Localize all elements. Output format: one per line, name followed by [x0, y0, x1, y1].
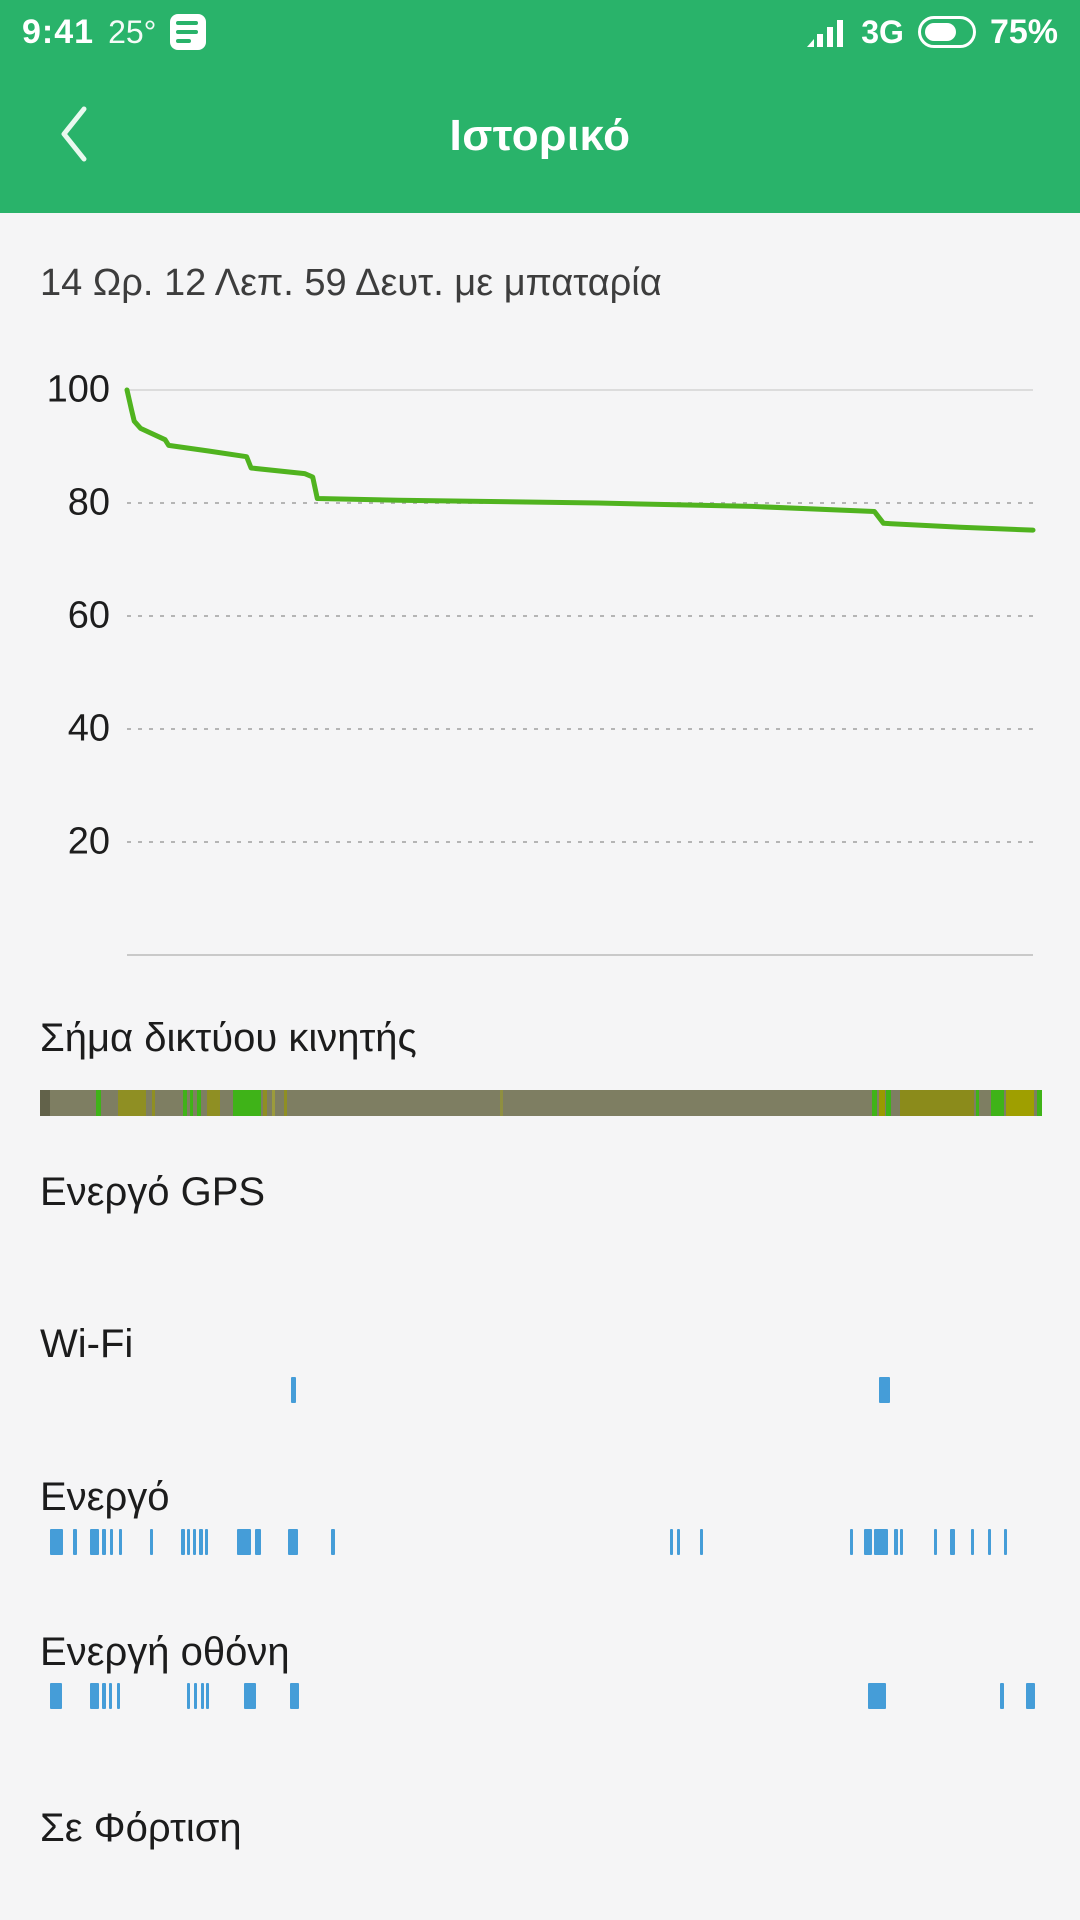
signal-quality-segment: [284, 1090, 287, 1116]
app-header: Ιστορικό: [0, 58, 1080, 213]
signal-quality-segment: [40, 1090, 50, 1116]
status-time: 9:41: [22, 12, 95, 51]
timeline-mark: [1026, 1683, 1035, 1709]
signal-quality-segment: [197, 1090, 201, 1116]
signal-quality-segment: [233, 1090, 261, 1116]
timeline-mark: [677, 1529, 680, 1555]
timeline-mark: [331, 1529, 335, 1555]
timeline-mark: [237, 1529, 251, 1555]
back-button[interactable]: [52, 104, 96, 168]
signal-quality-segment: [152, 1090, 155, 1116]
timeline-mark: [199, 1529, 203, 1555]
timeline-mark: [950, 1529, 955, 1555]
timeline-mark: [102, 1683, 106, 1709]
signal-quality-segment: [886, 1090, 891, 1116]
timeline-mark: [988, 1529, 991, 1555]
timeline-mark: [291, 1377, 296, 1403]
active-timeline: [0, 1529, 1080, 1555]
mobile-signal-timeline: [40, 1090, 1042, 1116]
y-tick-label: 80: [67, 481, 110, 524]
timeline-mark: [255, 1529, 261, 1555]
screen-on-timeline: [0, 1683, 1080, 1709]
signal-quality-segment: [96, 1090, 101, 1116]
timeline-mark: [50, 1683, 62, 1709]
timeline-mark: [206, 1683, 209, 1709]
status-bar: 9:41 25° 3G 75%: [0, 0, 1080, 58]
timeline-mark: [670, 1529, 673, 1555]
gps-timeline: [0, 1226, 1080, 1252]
timeline-mark: [193, 1529, 196, 1555]
timeline-mark: [73, 1529, 77, 1555]
charging-timeline: [0, 1860, 1080, 1886]
timeline-mark: [874, 1529, 888, 1555]
y-tick-label: 60: [67, 594, 110, 637]
timeline-mark: [90, 1529, 99, 1555]
timeline-mark: [194, 1683, 197, 1709]
y-tick-label: 20: [67, 820, 110, 863]
timeline-mark: [50, 1529, 63, 1555]
timeline-mark: [150, 1529, 153, 1555]
signal-quality-segment: [872, 1090, 877, 1116]
section-title-charging: Σε Φόρτιση: [40, 1806, 242, 1850]
signal-quality-segment: [1006, 1090, 1034, 1116]
timeline-mark: [109, 1683, 112, 1709]
signal-quality-segment: [190, 1090, 193, 1116]
y-tick-label: 100: [46, 368, 110, 411]
signal-quality-segment: [991, 1090, 1004, 1116]
timeline-mark: [205, 1529, 208, 1555]
timeline-mark: [868, 1683, 886, 1709]
y-tick-label: 40: [67, 707, 110, 750]
timeline-mark: [187, 1529, 190, 1555]
timeline-mark: [700, 1529, 703, 1555]
signal-quality-segment: [879, 1090, 885, 1116]
timeline-mark: [934, 1529, 937, 1555]
section-title-gps: Ενεργό GPS: [40, 1170, 266, 1214]
timeline-mark: [119, 1529, 122, 1555]
battery-percent-label: 75%: [989, 12, 1058, 51]
signal-quality-segment: [1037, 1090, 1042, 1116]
timeline-mark: [1004, 1529, 1007, 1555]
signal-quality-segment: [118, 1090, 146, 1116]
timeline-mark: [110, 1529, 113, 1555]
timeline-mark: [864, 1529, 872, 1555]
signal-quality-segment: [976, 1090, 979, 1116]
timeline-mark: [288, 1529, 298, 1555]
section-title-active: Ενεργό: [40, 1475, 170, 1519]
timeline-mark: [894, 1529, 898, 1555]
timeline-mark: [850, 1529, 853, 1555]
signal-quality-segment: [900, 1090, 974, 1116]
section-title-screen-on: Ενεργή οθόνη: [40, 1630, 290, 1674]
timeline-mark: [879, 1377, 890, 1403]
signal-quality-segment: [183, 1090, 187, 1116]
network-type-label: 3G: [861, 13, 904, 50]
status-temperature: 25°: [108, 13, 157, 50]
timeline-mark: [90, 1683, 99, 1709]
timeline-mark: [102, 1529, 106, 1555]
battery-duration-label: 14 Ωρ. 12 Λεπ. 59 Δευτ. με μπαταρία: [40, 262, 662, 304]
battery-icon: [917, 16, 976, 48]
signal-strength-icon: [807, 17, 847, 47]
chevron-left-icon: [56, 103, 92, 168]
timeline-mark: [117, 1683, 120, 1709]
wifi-timeline: [0, 1377, 1080, 1403]
timeline-mark: [244, 1683, 256, 1709]
timeline-mark: [971, 1529, 974, 1555]
timeline-mark: [201, 1683, 204, 1709]
battery-history-chart: 100 80 60 40 20: [0, 330, 1080, 980]
signal-quality-segment: [207, 1090, 220, 1116]
section-title-wifi: Wi-Fi: [40, 1322, 134, 1366]
timeline-mark: [1000, 1683, 1004, 1709]
message-icon: [170, 14, 207, 50]
battery-level-line: [124, 387, 1036, 956]
timeline-mark: [900, 1529, 903, 1555]
signal-quality-segment: [272, 1090, 275, 1116]
timeline-mark: [181, 1529, 185, 1555]
timeline-mark: [187, 1683, 190, 1709]
signal-quality-segment: [263, 1090, 267, 1116]
signal-quality-segment: [500, 1090, 503, 1116]
page-title: Ιστορικό: [449, 110, 631, 160]
section-title-mobile-signal: Σήμα δικτύου κινητής: [40, 1016, 417, 1060]
timeline-mark: [290, 1683, 299, 1709]
